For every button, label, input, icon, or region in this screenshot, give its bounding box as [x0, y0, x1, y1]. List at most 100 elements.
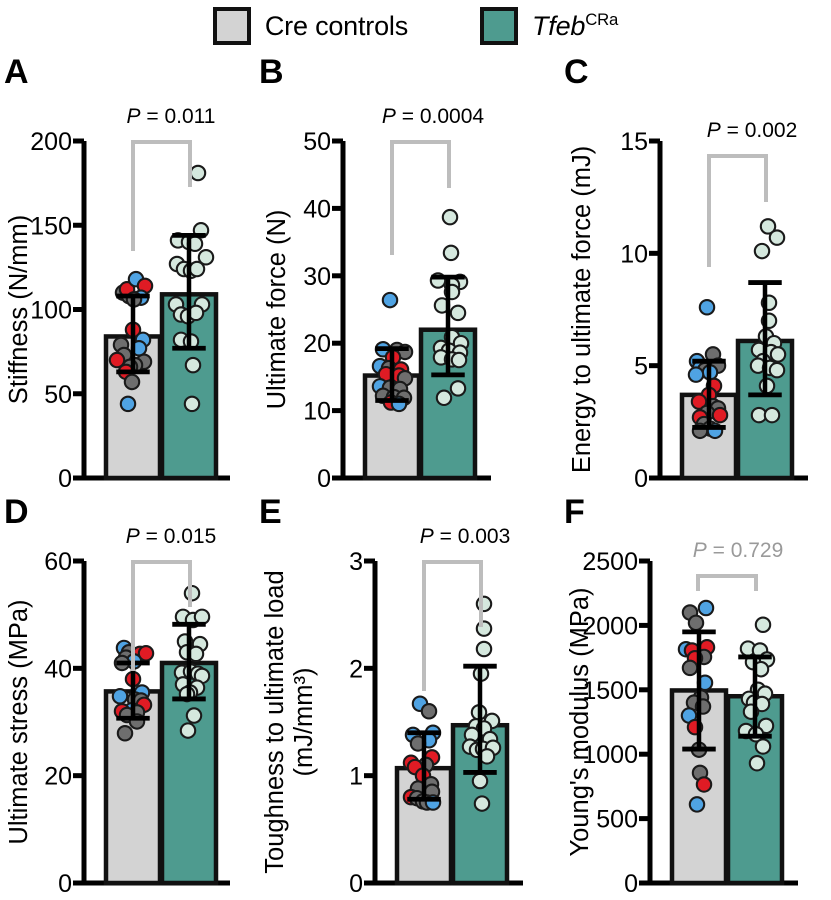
y-axis-tick-label: 200 — [30, 128, 72, 156]
data-point-lightgreen — [753, 242, 771, 260]
panel-b: B 0 10 20 30 40 50 P = 0.0004 Ultimate force (N) — [255, 55, 535, 495]
data-point-lightgreen — [179, 722, 197, 739]
significance-bracket — [131, 140, 192, 251]
y-axis-ticks: 0 50 100 150 200 — [30, 128, 84, 493]
data-point-lightgreen — [449, 380, 467, 397]
legend-swatch-cre-controls — [212, 7, 251, 45]
y-axis-ticks: 0 1 2 3 — [349, 548, 375, 898]
y-axis-tick-label: 1500 — [582, 677, 638, 705]
data-point-lightgreen — [759, 218, 777, 235]
panel-letter-f: F — [564, 493, 585, 531]
data-point-lightgreen — [184, 356, 202, 374]
legend-item-cre-controls: Cre controls — [212, 7, 408, 45]
y-axis-tick-label: 1 — [349, 763, 363, 791]
data-point-lightgreen — [193, 608, 211, 626]
panel-letter-a: A — [4, 53, 29, 91]
y-axis-ticks: 0 500 1000 1500 2000 2500 — [582, 548, 650, 898]
y-axis-title: Young's modulus (MPa) — [566, 588, 594, 857]
panel-plot-c: 0 5 10 15 P = 0.002 Energy to ultimate force … — [568, 119, 808, 493]
y-axis-tick-label: 20 — [303, 330, 331, 358]
y-axis-ticks: 0 10 20 30 40 50 — [303, 128, 343, 493]
y-axis-title: Ultimate force (N) — [263, 210, 291, 410]
p-value-label: P = 0.015 — [126, 525, 217, 548]
y-axis-tick-label: 0 — [58, 870, 72, 898]
data-point-gray — [116, 725, 134, 742]
p-value-label: P = 0.011 — [127, 105, 216, 128]
data-point-lightgreen — [185, 707, 203, 724]
data-point-red — [711, 406, 729, 424]
y-axis-tick-label: 0 — [317, 465, 331, 493]
y-axis-title: Stiffness (N/mm) — [5, 215, 33, 404]
data-point-lightgreen — [473, 795, 491, 812]
panel-letter-c: C — [564, 53, 589, 91]
significance-bracket — [422, 560, 483, 691]
legend-swatch-tfeb-cra — [480, 7, 519, 45]
y-axis-tick-label: 0 — [58, 465, 72, 493]
data-point-red — [108, 351, 126, 369]
scatter-points-layer — [111, 584, 211, 742]
data-point-lightgreen — [475, 640, 493, 658]
panel-d: D 0 20 40 60 P = 0.015 Ultimate stress (MPa) — [0, 495, 271, 900]
y-axis-tick-label: 15 — [620, 128, 648, 156]
y-axis-tick-label: 0 — [634, 465, 648, 493]
data-point-lightgreen — [768, 229, 786, 246]
legend-label-superscript: CRa — [585, 9, 619, 29]
data-point-gray — [681, 659, 699, 677]
error-bars-layer — [375, 274, 465, 403]
y-axis-title-line2: (mJ/mm³) — [290, 667, 318, 776]
panel-e: E 0 1 2 3 P = 0.003 Toughness to ultimate load… — [255, 495, 535, 900]
data-point-blue — [111, 687, 129, 705]
y-axis-tick-label: 1000 — [582, 741, 638, 769]
data-point-gray — [420, 703, 438, 720]
y-axis-tick-label: 60 — [44, 548, 72, 576]
y-axis-tick-label: 50 — [303, 128, 331, 156]
y-axis-tick-label: 40 — [303, 195, 331, 223]
data-point-blue — [687, 366, 705, 383]
y-axis-ticks: 0 5 10 15 — [620, 128, 660, 493]
data-point-lightgreen — [754, 616, 772, 634]
data-point-lightgreen — [183, 395, 201, 413]
data-point-lightgreen — [188, 260, 206, 278]
panel-a: A 0 50 100 150 200 P = 0.011 Stiffness (N/mm) — [0, 55, 271, 495]
panel-plot-b: 0 10 20 30 40 50 P = 0.0004 Ultimate force (N) — [263, 105, 491, 493]
data-point-lightgreen — [754, 738, 772, 755]
y-axis-tick-label: 30 — [303, 263, 331, 291]
y-axis-ticks: 0 20 40 60 — [44, 548, 84, 898]
y-axis-tick-label: 2500 — [582, 548, 638, 576]
data-point-lightgreen — [450, 351, 468, 369]
data-point-lightgreen — [475, 620, 493, 637]
data-point-lightgreen — [748, 754, 766, 772]
data-point-blue — [688, 796, 706, 813]
y-axis-tick-label: 0 — [349, 870, 363, 898]
data-point-lightgreen — [197, 249, 215, 266]
data-point-blue — [381, 291, 399, 309]
significance-bracket — [131, 560, 192, 671]
panel-plot-e: 0 1 2 3 P = 0.003 Toughness to ultimate load(… — [261, 525, 523, 898]
y-axis-tick-label: 10 — [303, 398, 331, 426]
panel-f: F 0 500 1000 1500 2000 2500 P = 0.729 Young's mo… — [560, 495, 831, 900]
data-point-lightgreen — [449, 304, 467, 322]
data-point-gray — [687, 614, 705, 632]
data-point-lightgreen — [435, 389, 453, 407]
panel-plot-d: 0 20 40 60 P = 0.015 Ultimate stress (MPa) — [5, 525, 230, 898]
significance-bracket — [390, 140, 451, 255]
y-axis-tick-label: 2 — [349, 655, 363, 683]
significance-bracket — [707, 154, 768, 267]
y-axis-title-line1: Toughness to ultimate load — [261, 570, 289, 873]
y-axis-tick-label: 20 — [44, 763, 72, 791]
data-point-lightgreen — [471, 772, 489, 790]
y-axis-title: Ultimate stress (MPa) — [5, 599, 33, 844]
legend-label-tfeb-cra: TfebCRa — [532, 9, 619, 41]
p-value-label: P = 0.729 — [693, 539, 784, 562]
panel-letter-d: D — [4, 493, 29, 531]
data-point-red — [695, 776, 713, 793]
data-point-lightgreen — [441, 208, 459, 226]
y-axis-tick-label: 50 — [44, 381, 72, 409]
bar-cre-controls — [394, 765, 454, 886]
panel-plot-f: 0 500 1000 1500 2000 2500 P = 0.729 Young's mod… — [566, 539, 798, 898]
y-axis-tick-label: 150 — [30, 212, 72, 240]
data-point-lightgreen — [189, 164, 207, 182]
figure-legend: Cre controls TfebCRa — [0, 0, 831, 52]
y-axis-title: Energy to ultimate force (mJ) — [568, 146, 596, 473]
